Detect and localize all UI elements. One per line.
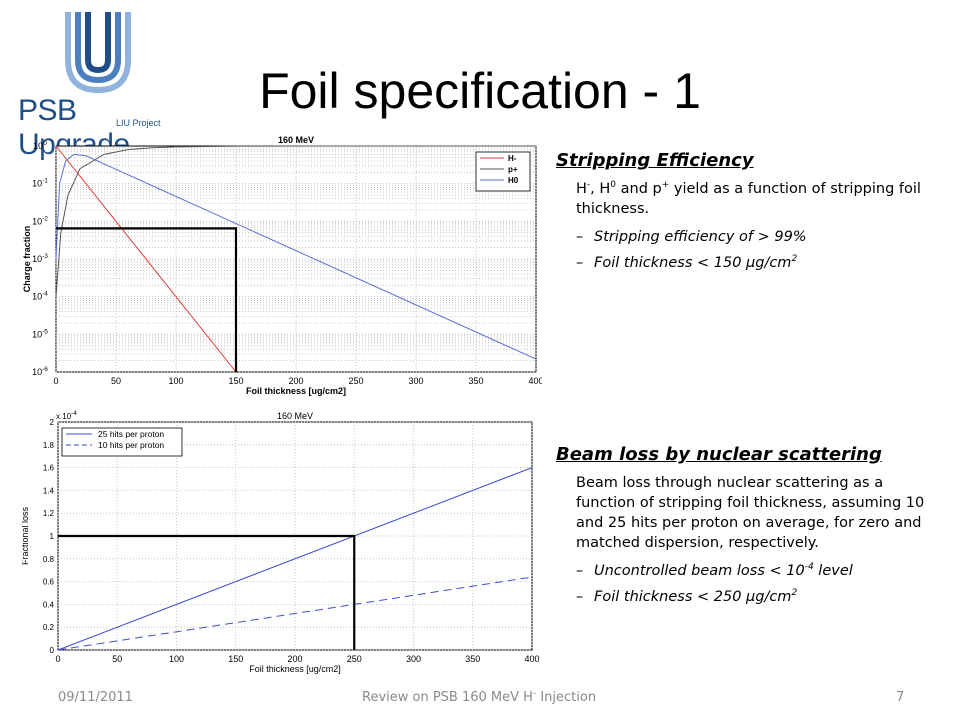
body-part: , H [590,181,611,197]
series-line-h- [55,145,237,373]
y-tick-label: 10-4 [32,291,48,302]
y-tick-label: 10-5 [32,328,48,339]
x-tick-label: 100 [168,376,183,386]
y-tick-label: 0.2 [43,623,55,632]
y-tick-label: 0.6 [43,578,55,587]
chart-title: 160 MeV [278,135,314,145]
y-axis-label: Fractional loss [22,506,30,565]
legend-label: H- [508,154,517,163]
y-tick-label: 1.2 [43,509,55,518]
body-sup: - [586,180,591,191]
logo-subtitle: LIU Project [116,118,161,128]
bullet-thickness-250: – Foil thickness < 250 μg/cm2 [576,588,798,605]
beam-loss-heading: Beam loss by nuclear scattering [556,444,882,465]
y-tick-label: 0.4 [43,600,55,609]
y-tick-label: 1.6 [43,464,55,473]
x-tick-label: 400 [528,376,542,386]
y-tick-label: 10-3 [32,253,48,264]
slide-title: Foil specification - 1 [259,63,701,119]
x-tick-label: 0 [53,376,58,386]
y-tick-label: 1.4 [43,486,55,495]
threshold-marker-line [56,227,238,372]
legend-label: H0 [508,176,519,185]
beam-loss-body: Beam loss through nuclear scattering as … [576,475,925,551]
series-line-p- [55,145,537,297]
x-tick-label: 400 [524,654,539,664]
footer-center: Review on PSB 160 MeV H- Injection [362,688,597,705]
x-tick-label: 300 [408,376,423,386]
bullet-text: level [813,563,853,579]
y-axis-label: Charge fraction [22,226,32,293]
y-tick-label: 10-1 [32,178,48,189]
charge-fraction-chart: 0 50 100 150 200 250 300 350 400 10-6 10-5 10-4 10-3… [22,135,542,396]
y-tick-label: 0 [50,646,55,655]
threshold-marker-line [58,534,356,650]
y-multiplier: x 10-4 [56,410,77,421]
chart-title: 160 MeV [277,411,313,421]
y-tick-label: 1.8 [43,441,55,450]
stripping-efficiency-section: Stripping Efficiency H-, H0 and p+ yield… [556,150,946,271]
body-sup: + [661,180,670,191]
x-tick-label: 150 [228,376,243,386]
x-tick-label: 50 [111,376,121,386]
y-tick-label: 100 [33,140,47,151]
beam-loss-section: Beam loss by nuclear scattering Beam los… [556,444,946,605]
bullet-text: Foil thickness < 250 μg/cm [594,589,792,605]
body-part: yield as a function of stripping foil th… [576,181,921,217]
footer-date: 09/11/2011 [58,690,133,705]
series-line-10-hits-per-proton [57,576,533,651]
x-tick-label: 350 [465,654,480,664]
x-tick-label: 250 [348,376,363,386]
bullet-sup: -4 [804,562,814,573]
footer-center-sup: - [532,688,537,699]
stripping-efficiency-body: H-, H0 and p+ yield as a function of str… [576,179,946,219]
stripping-efficiency-heading: Stripping Efficiency [556,150,754,171]
bullet-beam-loss: – Uncontrolled beam loss < 10-4 level [576,562,853,579]
x-tick-label: 100 [169,654,184,664]
x-tick-label: 300 [406,654,421,664]
legend-box [61,427,183,457]
x-tick-label: 0 [55,654,60,664]
legend-label: p+ [508,165,518,174]
x-tick-label: 200 [287,654,302,664]
body-part: H [576,181,587,197]
x-axis-label: Foil thickness [ug/cm2] [249,664,341,674]
legend-label: 10 hits per proton [98,440,164,450]
footer-center-text: Review on PSB 160 MeV H [362,690,533,705]
bullet-text: Stripping efficiency of > 99% [594,229,807,245]
bullet-sup: 2 [791,588,798,599]
bullet-text: Uncontrolled beam loss < 10 [594,563,805,579]
y-tick-label: 10-6 [32,366,48,377]
bullet-efficiency: – Stripping efficiency of > 99% [576,229,807,245]
bullet-thickness-150: – Foil thickness < 150 μg/cm2 [576,254,798,271]
u-shape-icon [65,12,131,94]
x-tick-label: 200 [288,376,303,386]
y-tick-label: 2 [50,418,55,427]
y-tick-label: 0.8 [43,555,55,564]
x-tick-label: 250 [347,654,362,664]
series-line-25-hits-per-proton [57,467,533,651]
x-axis-label: Foil thickness [ug/cm2] [246,386,346,396]
series-line-h0 [55,153,537,360]
x-tick-label: 50 [112,654,122,664]
fractional-loss-chart: 0 50 100 150 200 250 300 350 400 0 0.2 0.4 0.6 0.8 1 1.… [22,410,540,674]
bullet-sup: 2 [791,254,798,265]
y-tick-label: 1 [50,532,55,541]
body-part: and p [616,181,662,197]
page-number: 7 [896,690,905,705]
y-tick-label: 10-2 [32,215,48,226]
legend-label: 25 hits per proton [98,429,164,439]
x-tick-label: 350 [468,376,483,386]
footer-center-text: Injection [536,690,597,705]
bullet-text: Foil thickness < 150 μg/cm [594,255,792,271]
body-sup: 0 [610,180,617,191]
x-tick-label: 150 [228,654,243,664]
